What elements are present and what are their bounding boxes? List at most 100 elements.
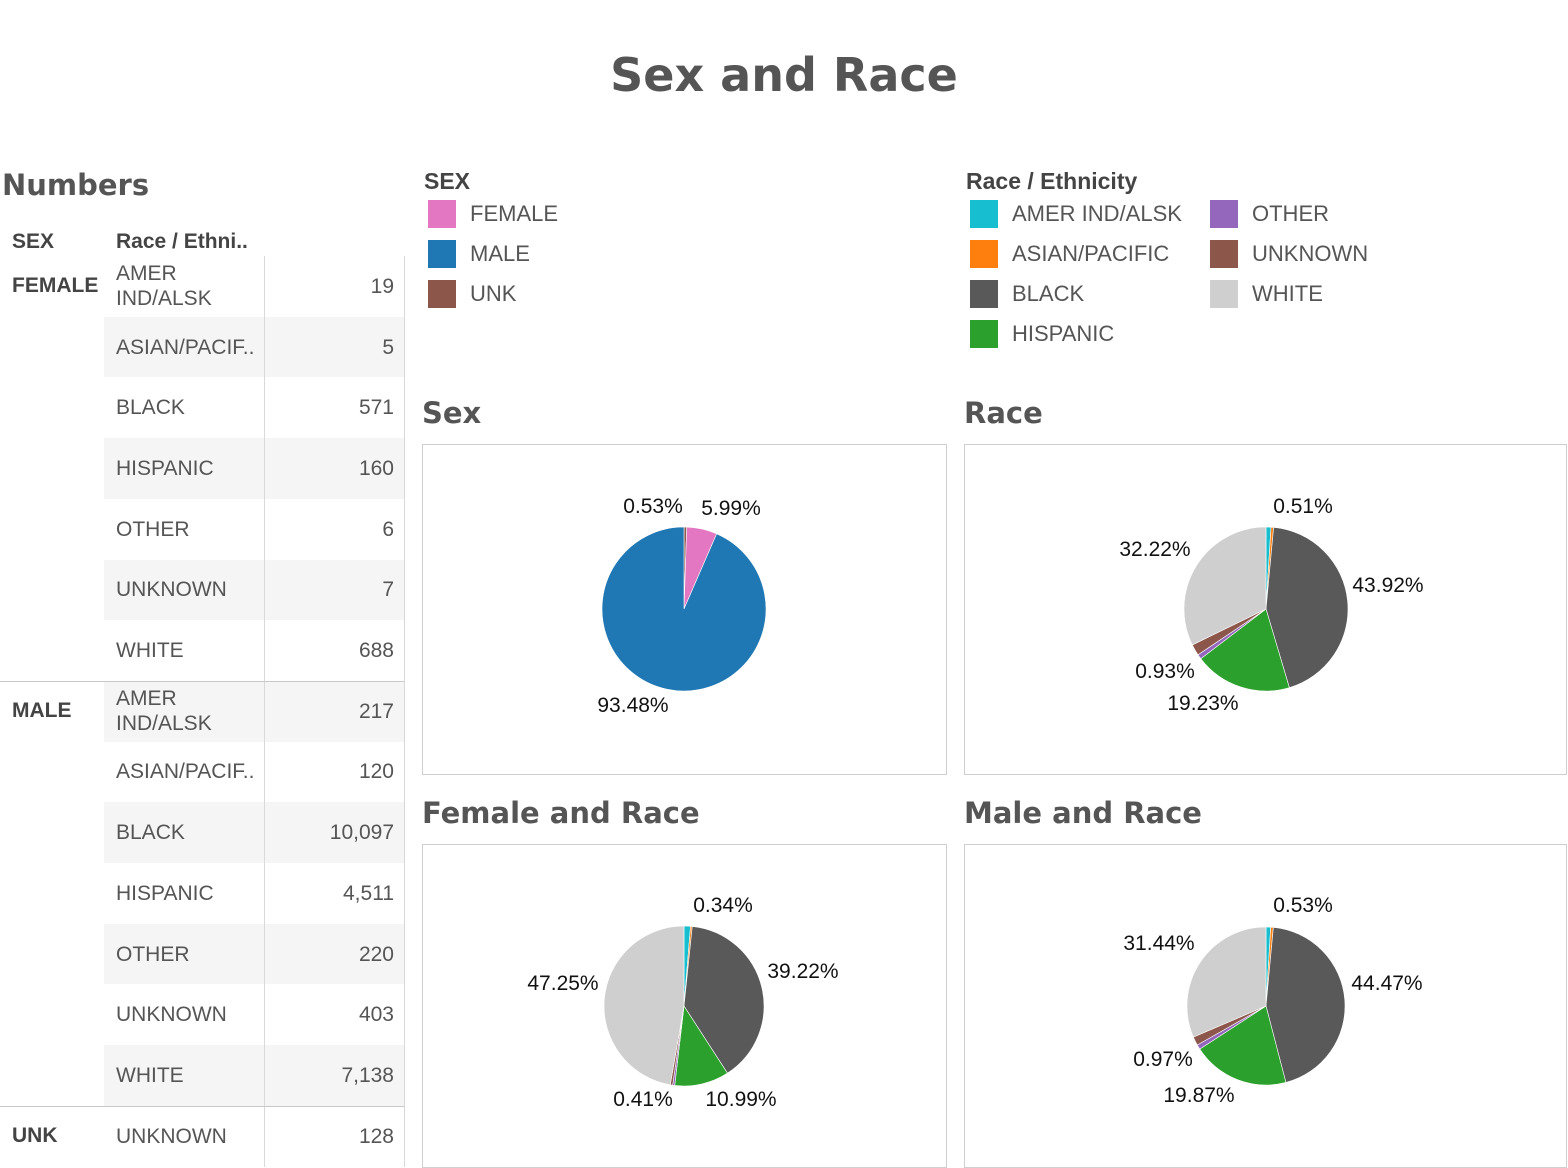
race-pie-panel: 0.51% 43.92% 19.23% 0.93% 32.22% bbox=[964, 444, 1567, 775]
pie-slice-hispanic[interactable] bbox=[1199, 1005, 1287, 1086]
count-cell: 160 bbox=[358, 456, 394, 480]
race-legend-item[interactable]: WHITE bbox=[1210, 280, 1323, 308]
count-cell: 403 bbox=[358, 1003, 394, 1027]
race-cell: AMER IND/ALSK bbox=[116, 687, 212, 736]
male-race-pie-chart: 0.53% 44.47% 19.87% 0.97% 31.44% bbox=[1123, 894, 1422, 1107]
count-cell: 7 bbox=[382, 578, 394, 602]
race-cell: WHITE bbox=[116, 639, 184, 663]
legend-label: FEMALE bbox=[470, 201, 559, 226]
legend-label: OTHER bbox=[1252, 201, 1329, 226]
row-band bbox=[104, 1045, 404, 1106]
sex-pie-panel: 0.53% 5.99% 93.48% bbox=[422, 444, 947, 775]
pie-data-label: 0.53% bbox=[623, 495, 683, 518]
legend-swatch bbox=[970, 320, 998, 348]
row-band bbox=[104, 316, 404, 378]
pie-slice-black[interactable] bbox=[1265, 527, 1349, 688]
male-race-pie-panel: 0.53% 44.47% 19.87% 0.97% 31.44% bbox=[964, 844, 1567, 1168]
sex-chart-title: Sex bbox=[422, 396, 482, 430]
row-band bbox=[104, 802, 404, 863]
pie-slice-white[interactable] bbox=[603, 925, 685, 1086]
race-pie-chart: 0.51% 43.92% 19.23% 0.93% 32.22% bbox=[1119, 495, 1423, 715]
count-cell: 4,511 bbox=[343, 881, 394, 905]
legend-swatch bbox=[970, 200, 998, 228]
count-cell: 128 bbox=[358, 1124, 394, 1148]
race-legend-item[interactable]: OTHER bbox=[1210, 200, 1329, 228]
sex-legend-item[interactable]: MALE bbox=[428, 240, 530, 268]
pie-data-label: 0.97% bbox=[1133, 1048, 1193, 1071]
legend-label: HISPANIC bbox=[1012, 321, 1115, 346]
sex-group-label: FEMALE bbox=[12, 274, 99, 297]
sex-group-label: UNK bbox=[12, 1123, 58, 1147]
race-cell: ASIAN/PACIF.. bbox=[116, 335, 255, 359]
female-race-chart-title: Female and Race bbox=[422, 796, 700, 830]
race-cell: HISPANIC bbox=[116, 881, 214, 905]
count-cell: 571 bbox=[358, 396, 394, 420]
sex-group-label: MALE bbox=[12, 698, 72, 722]
page-title: Sex and Race bbox=[610, 48, 958, 102]
row-band bbox=[104, 438, 404, 499]
legend-swatch bbox=[1210, 280, 1238, 308]
race-cell: WHITE bbox=[116, 1063, 184, 1087]
race-cell: OTHER bbox=[116, 942, 190, 966]
pie-slice-hispanic[interactable] bbox=[1200, 608, 1290, 692]
pie-slice-white[interactable] bbox=[1183, 526, 1267, 646]
sex-legend-item[interactable]: UNK bbox=[428, 280, 516, 308]
race-legend-item[interactable]: AMER IND/ALSK bbox=[970, 200, 1182, 228]
legend-swatch bbox=[970, 280, 998, 308]
pie-slice-black[interactable] bbox=[1265, 927, 1346, 1083]
numbers-title: Numbers bbox=[2, 168, 150, 202]
pie-data-label: 19.23% bbox=[1167, 692, 1238, 715]
race-cell: UNKNOWN bbox=[116, 578, 227, 602]
pie-data-label: 39.22% bbox=[767, 960, 838, 983]
pie-data-label: 0.41% bbox=[613, 1088, 673, 1111]
count-cell: 220 bbox=[358, 942, 394, 966]
legend-swatch bbox=[1210, 200, 1238, 228]
race-legend-item[interactable]: ASIAN/PACIFIC bbox=[970, 240, 1169, 268]
race-chart-title: Race bbox=[964, 396, 1043, 430]
sex-pie-chart: 0.53% 5.99% 93.48% bbox=[597, 495, 767, 717]
race-cell: ASIAN/PACIF.. bbox=[116, 760, 255, 784]
legend-swatch bbox=[428, 280, 456, 308]
col-header-race: Race / Ethni.. bbox=[116, 230, 248, 253]
legend-label: BLACK bbox=[1012, 281, 1085, 306]
race-legend-item[interactable]: BLACK bbox=[970, 280, 1084, 308]
count-cell: 688 bbox=[358, 639, 394, 663]
pie-data-label: 44.47% bbox=[1351, 972, 1422, 995]
female-race-pie-chart: 0.34% 39.22% 10.99% 0.41% 47.25% bbox=[527, 894, 838, 1111]
sex-legend-item[interactable]: FEMALE bbox=[428, 200, 558, 228]
race-legend-item[interactable]: HISPANIC bbox=[970, 320, 1114, 348]
race-cell: OTHER bbox=[116, 517, 190, 541]
legend-swatch bbox=[970, 240, 998, 268]
table-gridline bbox=[404, 256, 405, 1167]
pie-data-label: 0.93% bbox=[1135, 660, 1195, 683]
race-cell: HISPANIC bbox=[116, 456, 214, 480]
col-header-sex: SEX bbox=[12, 230, 55, 253]
pie-slice-male[interactable] bbox=[601, 526, 767, 692]
count-cell: 217 bbox=[358, 699, 394, 723]
count-cell: 120 bbox=[358, 760, 394, 784]
pie-data-label: 32.22% bbox=[1119, 538, 1190, 561]
legend-label: ASIAN/PACIFIC bbox=[1012, 241, 1170, 266]
pie-slice-white[interactable] bbox=[1186, 926, 1267, 1038]
pie-data-label: 47.25% bbox=[527, 972, 598, 995]
legend-swatch bbox=[1210, 240, 1238, 268]
pie-data-label: 19.87% bbox=[1163, 1084, 1234, 1107]
race-legend-item[interactable]: UNKNOWN bbox=[1210, 240, 1368, 268]
pie-data-label: 0.53% bbox=[1273, 894, 1333, 917]
legend-swatch bbox=[428, 200, 456, 228]
legend-label: AMER IND/ALSK bbox=[1012, 201, 1182, 226]
legend-label: UNK bbox=[470, 281, 517, 306]
race-cell: BLACK bbox=[116, 396, 185, 420]
count-cell: 5 bbox=[382, 335, 394, 359]
pie-data-label: 10.99% bbox=[705, 1088, 776, 1111]
count-cell: 19 bbox=[370, 274, 394, 298]
pie-data-label: 43.92% bbox=[1352, 574, 1423, 597]
sex-legend-title: SEX bbox=[424, 168, 471, 194]
legend-label: UNKNOWN bbox=[1252, 241, 1369, 266]
count-cell: 10,097 bbox=[329, 821, 394, 845]
race-cell: UNKNOWN bbox=[116, 1124, 227, 1148]
legend-label: WHITE bbox=[1252, 281, 1323, 306]
race-legend-title: Race / Ethnicity bbox=[966, 168, 1138, 194]
legend-label: MALE bbox=[470, 241, 530, 266]
count-cell: 7,138 bbox=[341, 1063, 394, 1087]
